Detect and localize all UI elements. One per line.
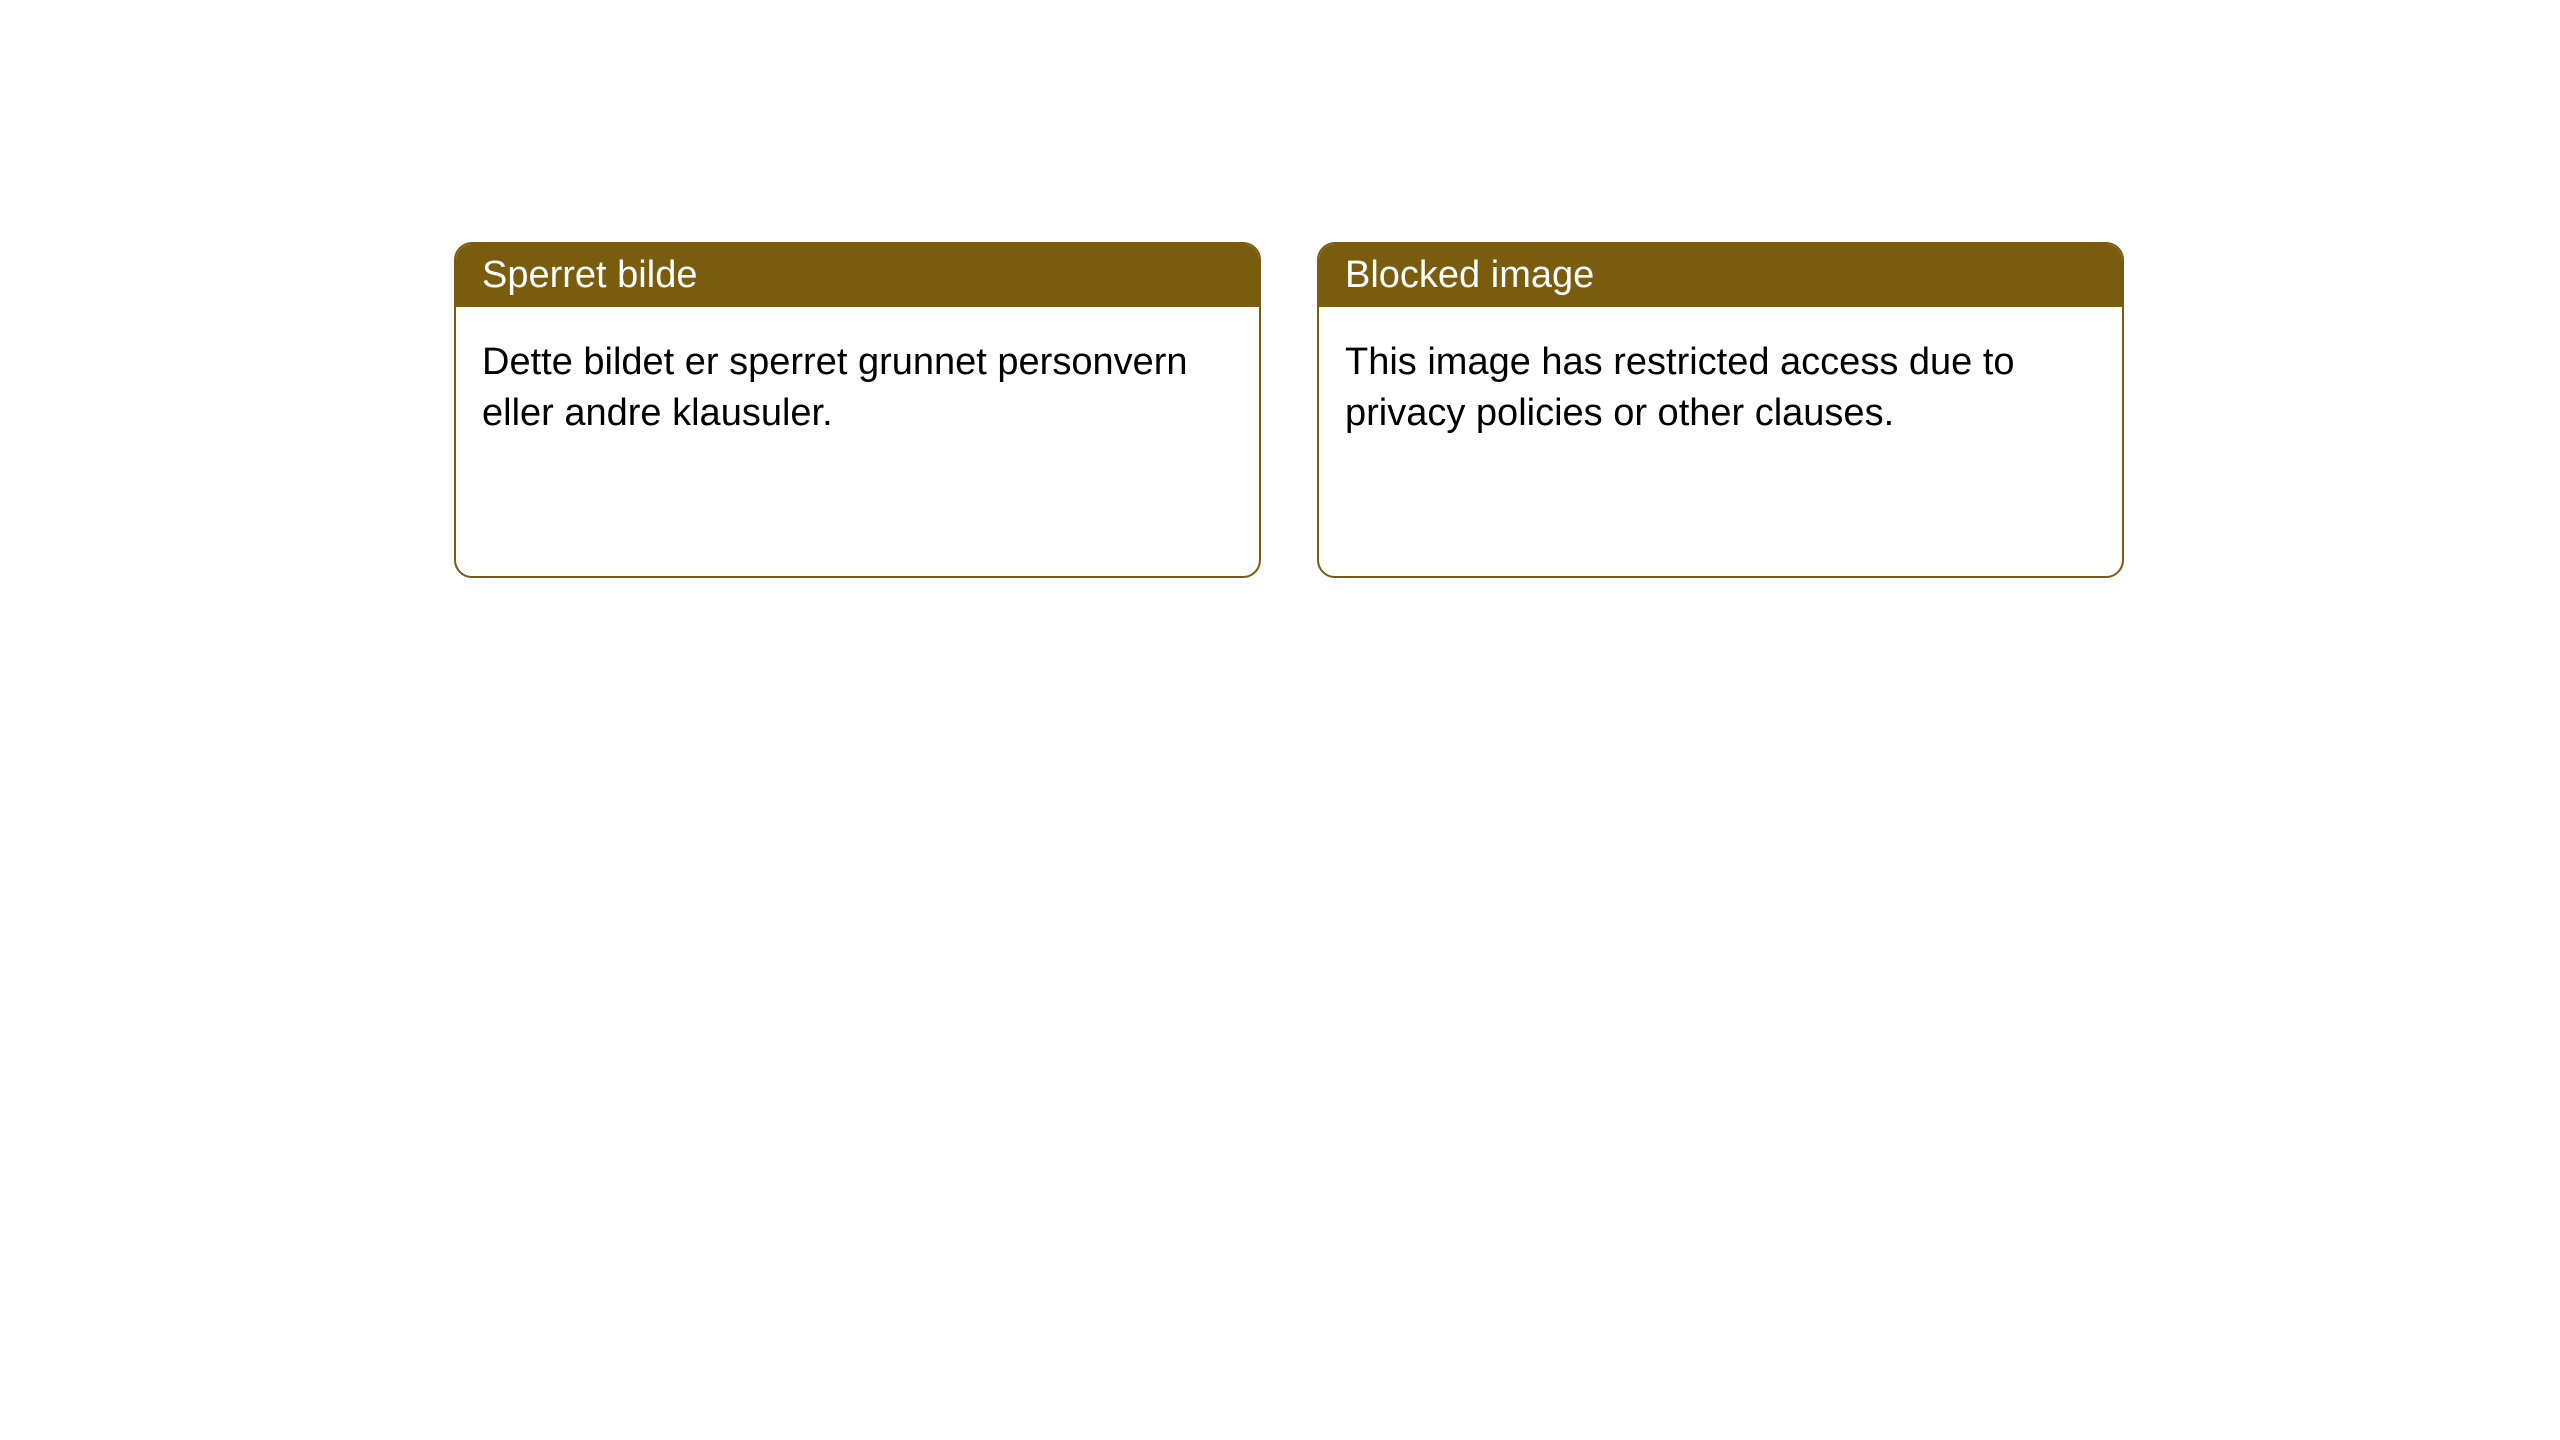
notice-container: Sperret bilde Dette bildet er sperret gr… [454,242,2124,578]
notice-body: Dette bildet er sperret grunnet personve… [456,307,1259,470]
notice-body: This image has restricted access due to … [1319,307,2122,470]
notice-text: This image has restricted access due to … [1345,341,2015,434]
notice-header: Blocked image [1319,244,2122,307]
notice-text: Dette bildet er sperret grunnet personve… [482,341,1188,434]
notice-box-norwegian: Sperret bilde Dette bildet er sperret gr… [454,242,1261,578]
notice-box-english: Blocked image This image has restricted … [1317,242,2124,578]
notice-header: Sperret bilde [456,244,1259,307]
notice-title: Blocked image [1345,254,1594,296]
notice-title: Sperret bilde [482,254,697,296]
